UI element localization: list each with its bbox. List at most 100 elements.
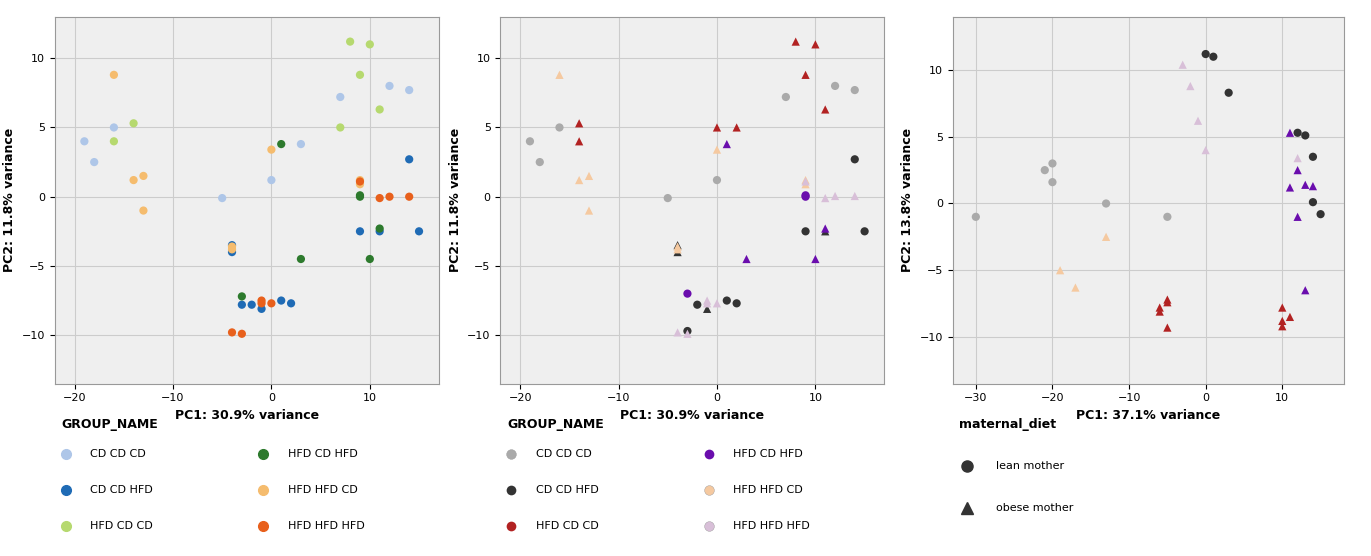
Point	[350, 191, 372, 200]
Point	[369, 224, 391, 233]
Point	[84, 158, 106, 167]
Point	[74, 137, 96, 146]
Point	[1156, 295, 1178, 304]
Point	[359, 255, 381, 264]
X-axis label: PC1: 37.1% variance: PC1: 37.1% variance	[1076, 409, 1220, 422]
Point	[270, 140, 292, 148]
Point	[706, 176, 728, 185]
Point	[230, 292, 252, 301]
Point	[716, 140, 738, 148]
X-axis label: PC1: 30.9% variance: PC1: 30.9% variance	[620, 409, 765, 422]
Point	[1064, 283, 1086, 292]
Point	[706, 145, 728, 154]
Point	[260, 145, 282, 154]
Point	[795, 192, 817, 201]
Point	[339, 37, 361, 46]
Point	[230, 300, 252, 309]
Point	[579, 171, 600, 180]
Point	[1156, 298, 1178, 307]
Point	[378, 82, 400, 91]
Text: HFD HFD HFD: HFD HFD HFD	[288, 521, 365, 531]
Text: B: B	[462, 0, 476, 2]
Point	[657, 193, 679, 202]
Point	[369, 227, 391, 236]
Point	[795, 71, 817, 80]
X-axis label: PC1: 30.9% variance: PC1: 30.9% variance	[174, 409, 319, 422]
Point	[1042, 178, 1064, 187]
Point	[1149, 307, 1171, 316]
Point	[775, 92, 797, 101]
Point	[369, 105, 391, 114]
Point	[843, 86, 865, 95]
Point	[211, 193, 233, 202]
Point	[579, 206, 600, 215]
Point	[795, 176, 817, 185]
Point	[814, 193, 836, 202]
Text: HFD CD CD: HFD CD CD	[536, 521, 599, 531]
Point	[568, 119, 590, 128]
Point	[676, 326, 698, 335]
Point	[725, 123, 747, 132]
Text: CD CD HFD: CD CD HFD	[90, 485, 154, 495]
Text: CD CD CD: CD CD CD	[90, 449, 147, 459]
Text: HFD CD CD: HFD CD CD	[90, 521, 154, 531]
Y-axis label: PC2: 11.8% variance: PC2: 11.8% variance	[448, 128, 462, 272]
Point	[1149, 303, 1171, 312]
Point	[843, 155, 865, 164]
Text: maternal_diet: maternal_diet	[960, 418, 1057, 431]
Point	[251, 296, 273, 305]
Point	[1271, 322, 1293, 331]
Point	[687, 300, 709, 309]
Point	[696, 299, 718, 308]
Point	[854, 227, 876, 236]
Point	[329, 92, 351, 101]
Point	[795, 177, 817, 186]
Point	[329, 123, 351, 132]
Point	[666, 245, 688, 254]
Point	[221, 245, 243, 254]
Point	[1271, 303, 1293, 312]
Point	[103, 71, 125, 80]
Point	[1095, 232, 1117, 241]
Point	[350, 227, 372, 236]
Point	[548, 123, 570, 132]
Point	[784, 37, 806, 46]
Point	[1294, 131, 1316, 140]
Text: lean mother: lean mother	[995, 461, 1064, 471]
Point	[1187, 116, 1209, 125]
Point	[1279, 183, 1301, 192]
Point	[221, 242, 243, 251]
Point	[369, 193, 391, 202]
Text: HFD CD HFD: HFD CD HFD	[288, 449, 358, 459]
Point	[350, 71, 372, 80]
Point	[795, 227, 817, 236]
Text: HFD CD HFD: HFD CD HFD	[733, 449, 803, 459]
Point	[795, 180, 817, 188]
Point	[1179, 82, 1201, 91]
Point	[221, 247, 243, 256]
Text: CD CD CD: CD CD CD	[536, 449, 592, 459]
Point	[696, 296, 718, 305]
Point	[1279, 312, 1301, 321]
Point	[706, 123, 728, 132]
Point	[1194, 49, 1216, 58]
Point	[221, 328, 243, 337]
Point	[814, 227, 836, 236]
Point	[398, 155, 420, 164]
Point	[696, 305, 718, 314]
Point	[409, 227, 430, 236]
Point	[805, 255, 827, 264]
Point	[548, 71, 570, 80]
Point	[122, 119, 144, 128]
Point	[251, 299, 273, 308]
Point	[270, 296, 292, 305]
Point	[666, 242, 688, 251]
Point	[1156, 323, 1178, 332]
Point	[359, 40, 381, 49]
Point	[568, 137, 590, 146]
Point	[568, 176, 590, 185]
Point	[1294, 286, 1316, 295]
Point	[676, 329, 698, 338]
Point	[666, 328, 688, 337]
Point	[814, 105, 836, 114]
